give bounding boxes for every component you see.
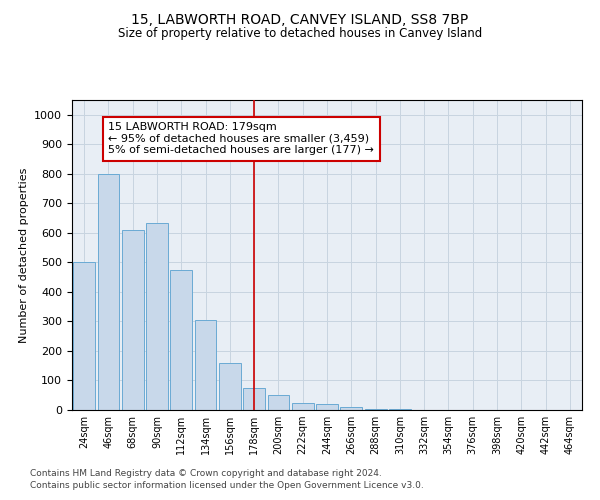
Bar: [268, 395, 289, 410]
Bar: [97, 174, 119, 410]
Bar: [194, 320, 217, 410]
Bar: [340, 407, 362, 410]
Text: 15, LABWORTH ROAD, CANVEY ISLAND, SS8 7BP: 15, LABWORTH ROAD, CANVEY ISLAND, SS8 7B…: [131, 12, 469, 26]
Text: 15 LABWORTH ROAD: 179sqm
← 95% of detached houses are smaller (3,459)
5% of semi: 15 LABWORTH ROAD: 179sqm ← 95% of detach…: [109, 122, 374, 156]
Bar: [365, 408, 386, 410]
Y-axis label: Number of detached properties: Number of detached properties: [19, 168, 29, 342]
Bar: [122, 230, 143, 410]
Bar: [170, 270, 192, 410]
Bar: [73, 262, 95, 410]
Text: Size of property relative to detached houses in Canvey Island: Size of property relative to detached ho…: [118, 28, 482, 40]
Text: Contains HM Land Registry data © Crown copyright and database right 2024.: Contains HM Land Registry data © Crown c…: [30, 468, 382, 477]
Bar: [219, 363, 241, 410]
Text: Contains public sector information licensed under the Open Government Licence v3: Contains public sector information licen…: [30, 481, 424, 490]
Bar: [243, 388, 265, 410]
Bar: [292, 402, 314, 410]
Bar: [146, 222, 168, 410]
Bar: [316, 404, 338, 410]
